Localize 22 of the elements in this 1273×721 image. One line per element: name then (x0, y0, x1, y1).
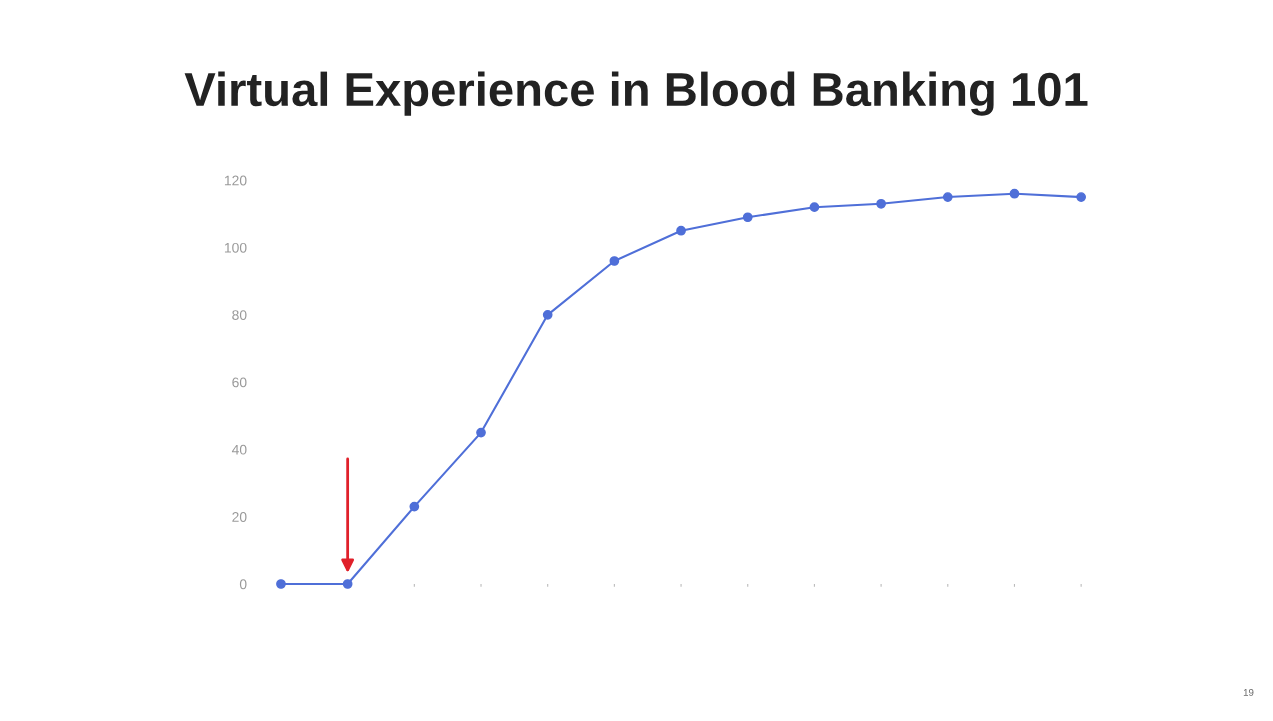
y-tick-label: 20 (232, 512, 247, 522)
y-tick-label: 80 (232, 310, 247, 321)
y-tick-label: 120 (224, 175, 247, 186)
point (876, 198, 886, 209)
y-tick-label: 60 (232, 377, 247, 388)
point (809, 202, 820, 213)
text: 19 (1243, 688, 1254, 696)
point (676, 225, 686, 236)
point (1076, 192, 1087, 202)
point (1009, 188, 1020, 199)
point (409, 501, 420, 512)
chart-title: Virtual Experience in Blood Banking 101 (184, 71, 1088, 116)
point (942, 192, 953, 202)
point (742, 212, 753, 223)
point (476, 427, 486, 438)
y-tick-label: 40 (231, 444, 247, 455)
point (609, 256, 620, 266)
point (542, 309, 553, 320)
y-tick-label: 100 (224, 242, 247, 253)
y-tick-label: 0 (239, 579, 247, 590)
point (276, 579, 286, 589)
point (342, 579, 353, 589)
